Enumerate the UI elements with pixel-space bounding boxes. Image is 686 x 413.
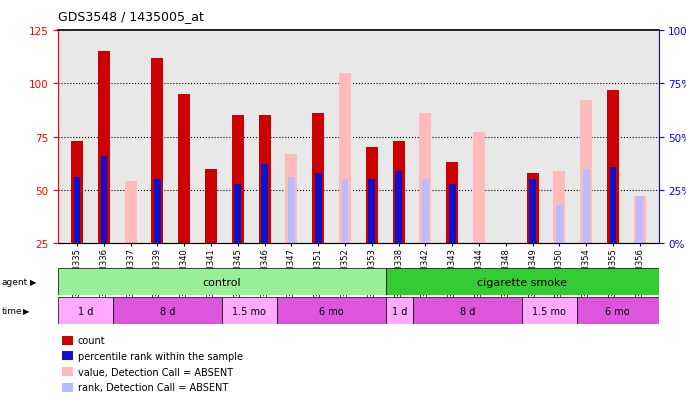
Bar bbox=[235, 184, 241, 244]
Bar bbox=[152, 59, 163, 244]
Text: percentile rank within the sample: percentile rank within the sample bbox=[78, 351, 243, 361]
Text: 6 mo: 6 mo bbox=[605, 306, 630, 316]
Bar bbox=[637, 197, 643, 244]
Bar bbox=[315, 173, 322, 244]
Bar bbox=[232, 116, 244, 244]
Bar bbox=[527, 173, 539, 244]
Bar bbox=[422, 180, 429, 244]
Bar bbox=[522, 297, 577, 324]
Bar bbox=[312, 114, 324, 244]
Bar bbox=[449, 184, 456, 244]
Bar bbox=[73, 178, 80, 244]
Bar bbox=[285, 154, 298, 244]
Text: rank, Detection Call = ABSENT: rank, Detection Call = ABSENT bbox=[78, 382, 228, 392]
Text: control: control bbox=[202, 277, 241, 287]
Bar bbox=[556, 205, 563, 244]
Bar bbox=[339, 74, 351, 244]
Bar bbox=[261, 165, 268, 244]
Bar bbox=[58, 268, 386, 295]
Bar bbox=[577, 297, 659, 324]
Bar bbox=[530, 180, 536, 244]
Bar bbox=[583, 169, 589, 244]
Bar bbox=[205, 169, 217, 244]
Text: count: count bbox=[78, 335, 105, 345]
Text: cigarette smoke: cigarette smoke bbox=[477, 277, 567, 287]
Text: 6 mo: 6 mo bbox=[319, 306, 344, 316]
Bar bbox=[125, 182, 137, 244]
Bar bbox=[71, 142, 83, 244]
Bar bbox=[473, 133, 485, 244]
Bar bbox=[610, 167, 616, 244]
Bar bbox=[154, 180, 161, 244]
Bar bbox=[386, 268, 659, 295]
Bar bbox=[395, 171, 402, 244]
Text: 1 d: 1 d bbox=[78, 306, 93, 316]
Text: agent: agent bbox=[1, 277, 27, 286]
Text: 1.5 mo: 1.5 mo bbox=[233, 306, 266, 316]
Bar bbox=[607, 90, 619, 244]
Bar bbox=[554, 171, 565, 244]
Bar bbox=[366, 148, 378, 244]
Text: value, Detection Call = ABSENT: value, Detection Call = ABSENT bbox=[78, 367, 233, 377]
Bar bbox=[580, 101, 592, 244]
Text: GDS3548 / 1435005_at: GDS3548 / 1435005_at bbox=[58, 10, 204, 23]
Text: 8 d: 8 d bbox=[160, 306, 175, 316]
Bar bbox=[178, 95, 190, 244]
Text: 1.5 mo: 1.5 mo bbox=[532, 306, 567, 316]
Bar bbox=[342, 180, 348, 244]
Bar bbox=[419, 114, 431, 244]
Bar bbox=[634, 197, 646, 244]
Text: ▶: ▶ bbox=[23, 306, 29, 315]
Bar bbox=[392, 142, 405, 244]
Bar bbox=[98, 52, 110, 244]
Text: 1 d: 1 d bbox=[392, 306, 407, 316]
Bar bbox=[58, 297, 113, 324]
Bar bbox=[413, 297, 522, 324]
Text: time: time bbox=[1, 306, 22, 315]
Text: ▶: ▶ bbox=[30, 277, 36, 286]
Bar bbox=[113, 297, 222, 324]
Bar bbox=[101, 157, 107, 244]
Bar bbox=[222, 297, 276, 324]
Text: 8 d: 8 d bbox=[460, 306, 475, 316]
Bar bbox=[259, 116, 271, 244]
Bar bbox=[288, 178, 295, 244]
Bar bbox=[368, 180, 375, 244]
Bar bbox=[386, 297, 413, 324]
Bar bbox=[276, 297, 386, 324]
Bar bbox=[446, 163, 458, 244]
